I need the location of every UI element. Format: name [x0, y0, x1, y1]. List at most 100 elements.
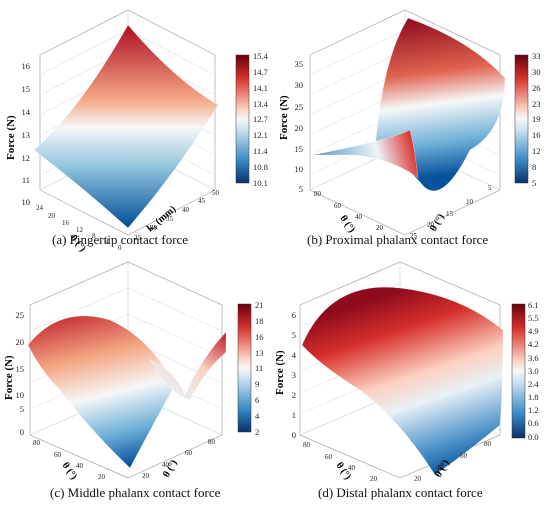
- panel-c-ztick: 15: [16, 364, 25, 374]
- panel-c-ytick: 60: [185, 449, 193, 457]
- panel-c-xtick: 40: [76, 462, 84, 470]
- panel-d-cbtick: 5.5: [528, 313, 539, 323]
- panel-c-cbtick: 11: [255, 363, 263, 373]
- panel-a-ztick: 14: [22, 107, 31, 117]
- panel-b-ztick: 5: [299, 184, 303, 194]
- panel-b-caption: (b) Proximal phalanx contact force: [307, 232, 488, 247]
- panel-b-xtick: 20: [376, 224, 384, 232]
- panel-c-colorbar-ticks: 21 18 16 13 11 9 6 4 2: [255, 300, 264, 437]
- panel-a-cbtick: 14.1: [253, 83, 268, 93]
- panel-c-cbtick: 9: [255, 379, 259, 389]
- panel-c-surface-wing: [149, 331, 227, 401]
- panel-a-ztick: 13: [22, 130, 31, 140]
- panel-a-xtick: 20: [48, 212, 56, 220]
- panel-a-xtick: 12: [76, 226, 84, 234]
- panel-b-cbtick: 16: [532, 130, 541, 140]
- panel-d-ztick: 5: [292, 330, 296, 340]
- panel-d-colorbar-ticks: 6.1 5.5 4.9 4.2 3.6 3.0 2.4 1.8 1.2 0.6 …: [528, 300, 539, 442]
- panel-a-cbtick: 10.1: [253, 178, 268, 188]
- panel-a-ytick: 25: [134, 234, 142, 242]
- panel-a-ytick: 35: [166, 215, 174, 223]
- panel-d-ztick: 3: [292, 370, 296, 380]
- panel-a-zlabel: Force (N): [5, 115, 17, 160]
- panel-c-surface-main: [27, 315, 176, 469]
- panel-c-x-ticks: 80 60 40 20: [33, 439, 106, 481]
- panel-a-ylabel: k₁ (mm): [145, 204, 178, 235]
- panel-b-ztick: 35: [295, 59, 304, 69]
- panel-c-cbtick: 13: [255, 348, 264, 358]
- panel-c-cbtick: 2: [255, 427, 259, 437]
- panel-c-ytick: 40: [162, 461, 170, 469]
- panel-d-caption: (d) Distal phalanx contact force: [318, 485, 483, 500]
- panel-a-ztick: 11: [22, 175, 30, 185]
- panel-a-x-ticks: 24 20 16 12 8 4 0: [36, 204, 122, 252]
- panel-a-colorbar: [235, 54, 250, 184]
- panel-a-ztick: 10: [22, 197, 31, 207]
- panel-a-caption: (a) Fingertip contact force: [52, 232, 188, 247]
- panel-b-cbtick: 12: [532, 146, 541, 156]
- panel-a-xtick: 24: [36, 204, 44, 212]
- panel-a-y-ticks: 25 30 35 40 45 50: [134, 189, 220, 242]
- panel-d-cbtick: 2.4: [528, 379, 539, 389]
- panel-d-xtick: 60: [325, 453, 333, 461]
- panel-a-ytick: 30: [150, 224, 158, 232]
- panel-d-cbtick: 3.6: [528, 353, 539, 363]
- panel-d-cbtick: 0.0: [528, 432, 539, 442]
- panel-c-xtick: 60: [54, 451, 62, 459]
- panel-b-cbtick: 23: [532, 99, 541, 109]
- panel-c-ztick: 25: [16, 310, 25, 320]
- panel-c: 25 20 15 10 5 0 Force (N) 80 60 40 20 θ …: [3, 261, 264, 500]
- panel-c-ztick: 10: [16, 390, 25, 400]
- panel-d-z-ticks: 6 5 4 3 2 1 0: [292, 310, 297, 440]
- panel-d-cbtick: 4.9: [528, 326, 539, 336]
- panel-a-cbtick: 12.1: [253, 130, 268, 140]
- panel-d-ytick: 80: [484, 440, 492, 448]
- panel-c-caption: (c) Middle phalanx contact force: [50, 485, 221, 500]
- panel-d-zlabel: Force (N): [274, 350, 286, 395]
- panel-a-cbtick: 12.7: [253, 114, 268, 124]
- panel-b-surface-main: [374, 17, 506, 192]
- panel-c-zlabel: Force (N): [3, 355, 15, 400]
- panel-c-cbtick: 16: [255, 332, 264, 342]
- panel-a-colorbar-ticks: 15.4 14.7 14.1 13.4 12.7 12.1 11.4 10.8 …: [253, 51, 269, 188]
- panel-d-ztick: 1: [292, 410, 296, 420]
- panel-c-ytick: 80: [208, 438, 216, 446]
- panel-b-xtick: 60: [334, 202, 342, 210]
- panel-b-ytick: 10: [466, 198, 474, 206]
- panel-b-cbtick: 8: [532, 162, 536, 172]
- panel-a-surface: [33, 24, 219, 229]
- panel-d-ztick: 2: [292, 390, 296, 400]
- panel-a-ztick: 15: [22, 84, 31, 94]
- panel-b-z-ticks: 35 30 25 20 15 10 5: [295, 59, 304, 194]
- panel-a: 16 15 14 13 12 11 10 Force (N) 24 20 16 …: [5, 9, 269, 254]
- panel-b-surface-fold: [311, 129, 419, 179]
- panel-b-x-ticks: 80 60 40 20: [314, 190, 384, 232]
- panel-b: 35 30 25 20 15 10 5 Force (N) 80 60 40 2…: [278, 9, 541, 247]
- panel-c-cbtick: 6: [255, 395, 259, 405]
- panel-c-cbtick: 18: [255, 316, 264, 326]
- panel-a-ytick: 50: [212, 189, 220, 197]
- panel-d-cbtick: 6.1: [528, 300, 539, 310]
- panel-a-xtick: 0: [118, 244, 122, 252]
- panel-a-ztick: 16: [22, 61, 31, 71]
- panel-d-colorbar: [511, 303, 526, 439]
- panel-c-y-ticks: 20 40 60 80: [142, 438, 216, 480]
- panel-b-ylabel: θ (°): [428, 212, 447, 233]
- panel-b-ztick: 20: [295, 123, 304, 133]
- panel-c-xtick: 20: [98, 473, 106, 481]
- panel-b-xtick: 80: [314, 190, 322, 198]
- panel-b-ytick: 15: [446, 210, 454, 218]
- panel-b-cbtick: 33: [532, 51, 541, 61]
- panel-c-xtick: 80: [33, 439, 41, 447]
- panel-a-cbtick: 10.8: [253, 162, 268, 172]
- panel-b-ztick: 30: [295, 80, 304, 90]
- panel-a-z-ticks: 16 15 14 13 12 11 10: [22, 61, 31, 207]
- panel-d-x-ticks: 80 60 40 20: [303, 441, 378, 483]
- panel-c-cbtick: 21: [255, 300, 264, 310]
- panel-c-ztick: 5: [20, 404, 24, 414]
- panel-b-ztick: 25: [295, 102, 304, 112]
- panel-a-cbtick: 13.4: [253, 99, 269, 109]
- panel-d-ytick: 60: [460, 452, 468, 460]
- panel-a-xtick: 8: [92, 232, 96, 240]
- panel-d-xtick: 40: [348, 464, 356, 472]
